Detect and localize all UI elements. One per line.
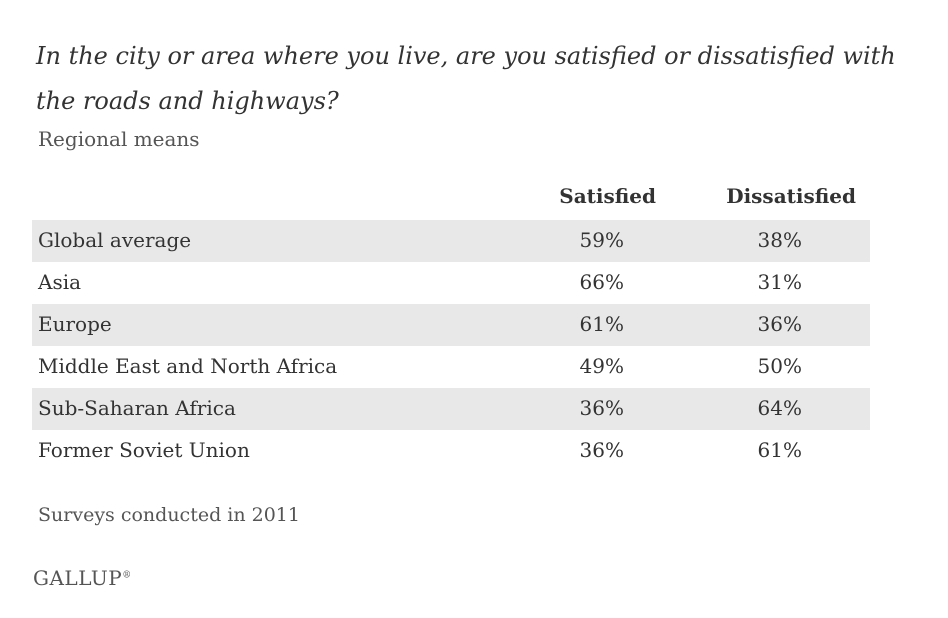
dissatisfied-value: 61% <box>757 438 802 462</box>
table-row: Asia 66% 31% <box>32 262 870 304</box>
satisfied-value: 36% <box>579 396 624 420</box>
column-header-satisfied: Satisfied <box>559 184 656 208</box>
dissatisfied-value: 50% <box>757 354 802 378</box>
gallup-logo: GALLUP® <box>33 566 132 590</box>
table-header: Satisfied Dissatisfied <box>32 180 870 216</box>
footnote: Surveys conducted in 2011 <box>38 504 300 526</box>
gallup-logo-text: GALLUP <box>33 566 123 590</box>
dissatisfied-value: 31% <box>757 270 802 294</box>
chart-title: In the city or area where you live, are … <box>36 42 896 115</box>
satisfied-value: 66% <box>579 270 624 294</box>
satisfied-value: 36% <box>579 438 624 462</box>
satisfied-value: 61% <box>579 312 624 336</box>
region-label: Former Soviet Union <box>38 438 250 462</box>
table-row: Former Soviet Union 36% 61% <box>32 430 870 472</box>
table-row: Sub-Saharan Africa 36% 64% <box>32 388 870 430</box>
region-label: Global average <box>38 228 192 252</box>
dissatisfied-value: 38% <box>757 228 802 252</box>
column-header-dissatisfied: Dissatisfied <box>726 184 856 208</box>
registered-mark: ® <box>122 570 132 581</box>
data-table: Global average 59% 38% Asia 66% 31% Europe 61% 3… <box>32 220 870 472</box>
table-row: Global average 59% 38% <box>32 220 870 262</box>
satisfied-value: 59% <box>579 228 624 252</box>
table-row: Europe 61% 36% <box>32 304 870 346</box>
region-label: Europe <box>38 312 112 336</box>
dissatisfied-value: 36% <box>757 312 802 336</box>
region-label: Middle East and North Africa <box>38 354 338 378</box>
satisfied-value: 49% <box>579 354 624 378</box>
table-row: Middle East and North Africa 49% 50% <box>32 346 870 388</box>
region-label: Asia <box>38 270 82 294</box>
region-label: Sub-Saharan Africa <box>38 396 236 420</box>
dissatisfied-value: 64% <box>757 396 802 420</box>
chart-subtitle: Regional means <box>38 127 200 151</box>
